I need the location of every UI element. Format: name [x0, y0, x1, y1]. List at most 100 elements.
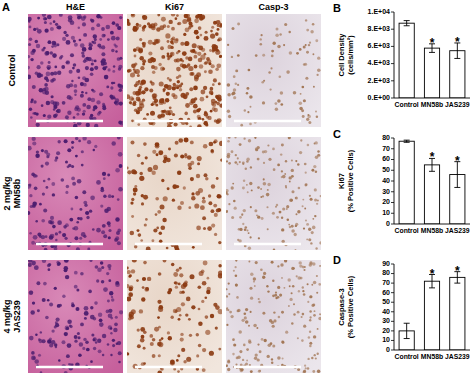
- cell-dot: [209, 90, 213, 94]
- cell-dot: [253, 277, 256, 280]
- cell-dot: [231, 56, 233, 58]
- cell-dot: [91, 27, 95, 31]
- cell-dot: [311, 304, 314, 307]
- cell-dot: [268, 158, 271, 161]
- cell-dot: [196, 354, 199, 357]
- error-cap: [454, 187, 460, 188]
- cell-dot: [261, 217, 264, 220]
- figure: AH&EKi67Casp-3Control2 mg/kgMN58b4 mg/kg…: [0, 0, 474, 382]
- cell-dot: [108, 279, 111, 282]
- cell-dot: [144, 223, 147, 226]
- cell-dot: [69, 70, 73, 74]
- cell-dot: [231, 150, 234, 153]
- cell-dot: [227, 309, 229, 311]
- cell-dot: [64, 237, 67, 240]
- cell-dot: [87, 248, 90, 250]
- cell-dot: [309, 195, 311, 197]
- cell-dot: [226, 365, 228, 367]
- cell-dot: [74, 43, 78, 47]
- cell-dot: [64, 139, 68, 143]
- cell-dot: [183, 33, 186, 36]
- cell-dot: [192, 246, 195, 249]
- cell-dot: [128, 292, 133, 297]
- cell-dot: [176, 268, 180, 272]
- cell-dot: [83, 235, 86, 238]
- cell-dot: [233, 75, 236, 78]
- cell-dot: [234, 207, 237, 210]
- cell-dot: [142, 277, 146, 281]
- cell-dot: [29, 291, 33, 295]
- cell-dot: [136, 97, 141, 102]
- cell-dot: [40, 61, 44, 65]
- scale-bar: [36, 366, 103, 369]
- y-tick-label: 30: [382, 317, 390, 324]
- cell-dot: [255, 353, 258, 356]
- cell-dot: [271, 55, 274, 58]
- bar: [424, 281, 439, 350]
- cell-dot: [101, 62, 105, 66]
- cell-dot: [237, 23, 240, 26]
- cell-dot: [191, 305, 195, 309]
- cell-dot: [233, 343, 236, 346]
- cell-dot: [118, 152, 123, 157]
- row-label: 4 mg/kg: [2, 299, 12, 333]
- cell-dot: [157, 371, 162, 373]
- cell-dot: [69, 83, 73, 87]
- cell-dot: [233, 270, 235, 272]
- cell-dot: [307, 144, 310, 147]
- cell-dot: [226, 295, 228, 297]
- cell-dot: [275, 102, 278, 105]
- cell-dot: [80, 82, 84, 86]
- x-axis: [394, 98, 470, 99]
- cell-dot: [118, 187, 123, 192]
- cell-dot: [216, 49, 219, 52]
- cell-dot: [202, 197, 205, 200]
- cell-dot: [99, 318, 103, 322]
- cell-dot: [116, 37, 120, 41]
- cell-dot: [205, 31, 208, 34]
- cell-dot: [97, 112, 101, 116]
- cell-dot: [46, 155, 49, 158]
- cell-dot: [160, 46, 164, 50]
- cell-dot: [84, 78, 89, 83]
- cell-dot: [55, 101, 60, 106]
- cell-dot: [38, 354, 41, 357]
- cell-dot: [316, 292, 318, 294]
- error-cap: [429, 52, 435, 53]
- cell-dot: [228, 115, 231, 118]
- cell-dot: [210, 150, 214, 154]
- cell-dot: [145, 218, 148, 221]
- cell-dot: [231, 27, 234, 30]
- cell-dot: [111, 296, 113, 298]
- cell-dot: [114, 322, 118, 326]
- cell-dot: [117, 198, 120, 201]
- cell-dot: [158, 272, 162, 276]
- cell-dot: [191, 72, 195, 76]
- cell-dot: [194, 30, 199, 35]
- error-line: [406, 21, 407, 26]
- x-tick-label: MN58b: [421, 101, 443, 108]
- cell-dot: [30, 58, 33, 61]
- cell-dot: [213, 78, 217, 82]
- cell-dot: [260, 38, 262, 40]
- y-tick-label: 2.E+03: [368, 77, 390, 84]
- cell-dot: [166, 247, 169, 250]
- cell-dot: [115, 168, 120, 173]
- cell-dot: [48, 178, 51, 181]
- cell-dot: [315, 39, 318, 42]
- cell-dot: [167, 124, 172, 127]
- cell-dot: [291, 292, 293, 294]
- cell-dot: [127, 170, 131, 174]
- cell-dot: [227, 110, 230, 113]
- cell-dot: [219, 103, 222, 107]
- cell-dot: [92, 228, 95, 231]
- cell-dot: [100, 188, 104, 192]
- cell-dot: [150, 23, 155, 28]
- cell-dot: [246, 87, 249, 90]
- cell-dot: [302, 199, 304, 201]
- cell-dot: [181, 284, 186, 289]
- cell-dot: [275, 27, 278, 30]
- cell-dot: [257, 216, 260, 219]
- cell-dot: [308, 238, 311, 241]
- cell-dot: [28, 17, 32, 22]
